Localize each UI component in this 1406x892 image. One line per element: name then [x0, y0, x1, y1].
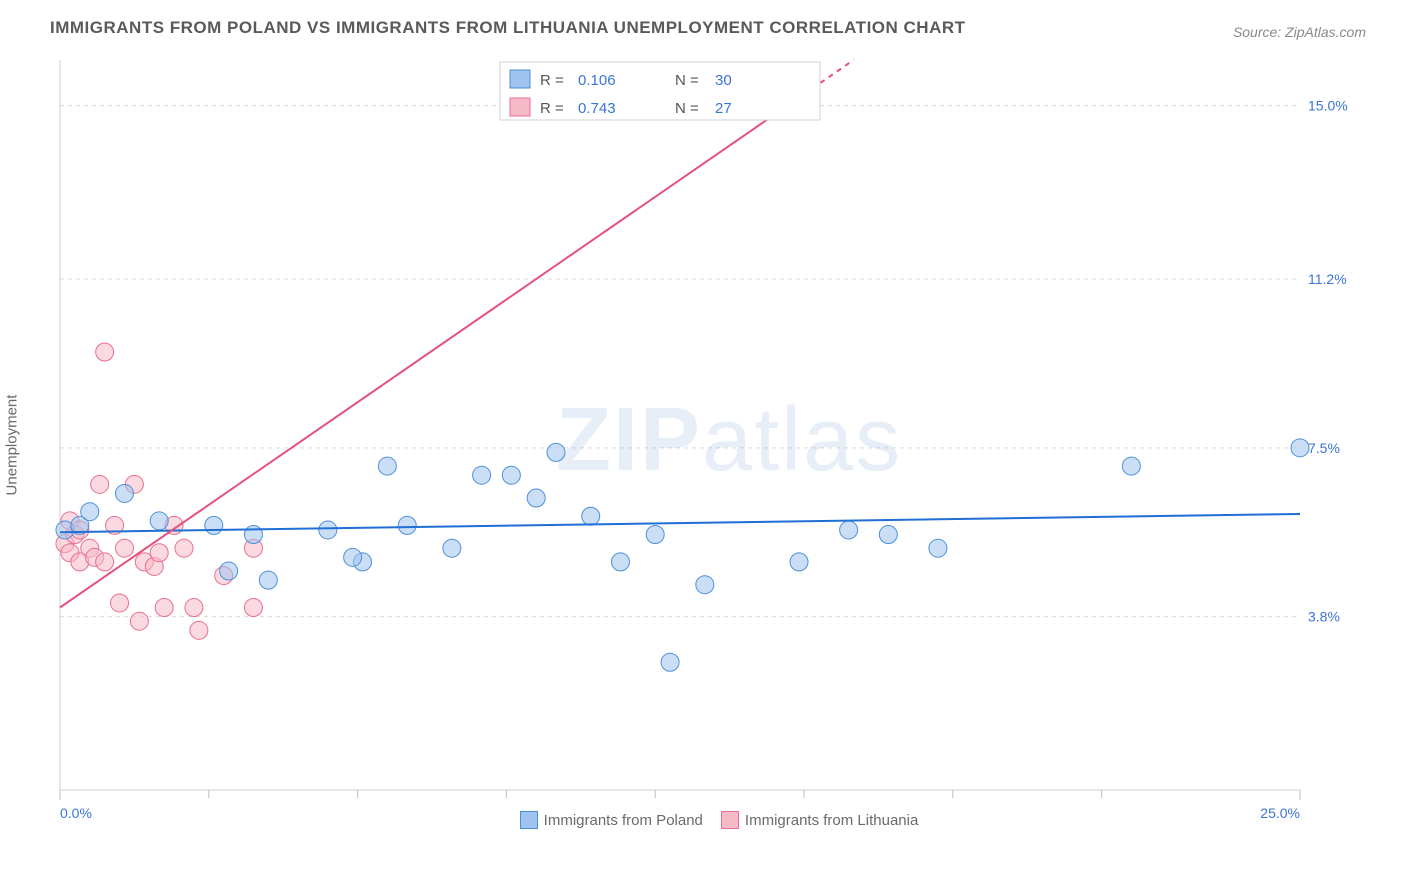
data-point [1122, 457, 1140, 475]
data-point [473, 466, 491, 484]
trend-line [60, 514, 1300, 532]
data-point [96, 343, 114, 361]
data-point [220, 562, 238, 580]
bottom-legend-label: Immigrants from Poland [544, 812, 703, 829]
data-point [661, 653, 679, 671]
data-point [502, 466, 520, 484]
data-point [150, 544, 168, 562]
data-point [244, 526, 262, 544]
y-axis-label: Unemployment [4, 395, 21, 496]
data-point [111, 594, 129, 612]
source-label: Source: ZipAtlas.com [1233, 24, 1366, 40]
legend-n-value: 30 [715, 72, 732, 89]
data-point [527, 489, 545, 507]
data-point [205, 516, 223, 534]
data-point [929, 539, 947, 557]
data-point [398, 516, 416, 534]
legend-r-label: R = [540, 100, 564, 117]
data-point [175, 539, 193, 557]
legend-r-value: 0.106 [578, 72, 616, 89]
legend-r-label: R = [540, 72, 564, 89]
bottom-legend-swatch [520, 811, 538, 829]
data-point [840, 521, 858, 539]
legend-n-value: 27 [715, 100, 732, 117]
data-point [150, 512, 168, 530]
data-point [646, 526, 664, 544]
chart-title: IMMIGRANTS FROM POLAND VS IMMIGRANTS FRO… [50, 18, 1376, 38]
data-point [582, 507, 600, 525]
legend-n-label: N = [675, 72, 699, 89]
data-point [547, 443, 565, 461]
data-point [96, 553, 114, 571]
data-point [344, 548, 362, 566]
data-point [259, 571, 277, 589]
data-point [91, 475, 109, 493]
data-point [130, 612, 148, 630]
legend-r-value: 0.743 [578, 100, 616, 117]
y-tick-label: 7.5% [1308, 440, 1340, 456]
bottom-legend-label: Immigrants from Lithuania [745, 812, 918, 829]
data-point [190, 621, 208, 639]
bottom-legend: Immigrants from Poland Immigrants from Li… [50, 811, 1370, 829]
data-point [378, 457, 396, 475]
data-point [185, 599, 203, 617]
data-point [790, 553, 808, 571]
data-point [319, 521, 337, 539]
legend-swatch [510, 98, 530, 116]
correlation-scatter-chart: 3.8%7.5%11.2%15.0%0.0%25.0%R =0.106N =30… [50, 55, 1370, 835]
legend-n-label: N = [675, 100, 699, 117]
data-point [1291, 439, 1309, 457]
bottom-legend-swatch [721, 811, 739, 829]
data-point [443, 539, 461, 557]
data-point [115, 484, 133, 502]
data-point [696, 576, 714, 594]
legend-swatch [510, 70, 530, 88]
y-tick-label: 11.2% [1308, 271, 1347, 287]
y-tick-label: 3.8% [1308, 609, 1340, 625]
y-tick-label: 15.0% [1308, 98, 1348, 114]
data-point [879, 526, 897, 544]
data-point [244, 599, 262, 617]
data-point [611, 553, 629, 571]
data-point [115, 539, 133, 557]
trend-line [60, 94, 804, 607]
data-point [155, 599, 173, 617]
data-point [81, 503, 99, 521]
